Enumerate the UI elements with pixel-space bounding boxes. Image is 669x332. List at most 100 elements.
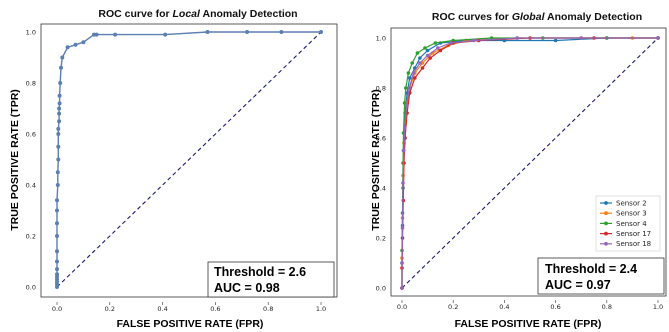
local-x-axis-label: FALSE POSITIVE RATE (FPR) [117, 318, 264, 330]
roc-point [58, 81, 63, 85]
local-chart-title: ROC curve for Local Anomaly Detection [98, 8, 297, 20]
roc-point [279, 30, 284, 34]
roc-point [57, 101, 62, 106]
roc-point [425, 48, 430, 53]
roc-point [415, 51, 420, 55]
roc-point [436, 46, 440, 50]
roc-point [73, 42, 78, 47]
global-series-group [400, 36, 660, 290]
roc-point [94, 32, 99, 37]
local-y-axis-label: TRUE POSITIVE RATE (TPR) [9, 89, 21, 231]
local-roc-panel: ROC curve for Local Anomaly Detection 0.… [9, 8, 338, 330]
roc-point [428, 56, 433, 60]
legend-swatch-marker [604, 221, 608, 226]
legend-swatch-marker [604, 231, 608, 236]
x-tick-label: 0.2 [105, 305, 115, 313]
roc-point [400, 226, 405, 230]
global-legend: Sensor 2 Sensor 3 Sensor 4 Sensor 17 Sensor … [595, 195, 661, 252]
y-tick-label: 1.0 [26, 28, 36, 36]
roc-point [57, 119, 62, 124]
roc-point [57, 93, 62, 98]
roc-point [404, 103, 409, 108]
roc-point [423, 46, 427, 50]
roc-point [413, 76, 417, 80]
global-chart-title: ROC curves for Global Anomaly Detection [432, 11, 642, 23]
x-tick-label: 1.0 [653, 303, 663, 311]
global-ticks: 0.0 0.2 0.4 0.6 0.8 1.0 0.0 0.2 0.4 0.6 0.8 1.0 [376, 34, 664, 311]
legend-label: Sensor 2 [616, 199, 647, 207]
y-tick-label: 0.2 [376, 234, 386, 242]
legend-swatch-marker [604, 211, 608, 216]
roc-point [55, 221, 59, 226]
roc-point [425, 53, 430, 58]
local-ticks: 0.0 0.2 0.4 0.6 0.8 1.0 0.0 0.2 0.4 0.6 0.8 1.0 [26, 28, 327, 313]
roc-point [553, 38, 558, 43]
roc-point [433, 41, 438, 45]
local-series-group [55, 30, 323, 289]
x-tick-label: 0.2 [448, 303, 458, 311]
roc-point [407, 76, 412, 80]
y-tick-label: 1.0 [376, 34, 386, 42]
legend-swatch-marker [604, 241, 608, 246]
roc-point [448, 41, 453, 45]
y-tick-label: 0.0 [26, 283, 36, 291]
roc-point [420, 66, 425, 70]
legend-label: Sensor 18 [616, 240, 651, 248]
global-y-axis-label: TRUE POSITIVE RATE (TPR) [370, 89, 382, 231]
roc-point [55, 170, 60, 175]
roc-point [59, 65, 63, 70]
legend-swatch-marker [604, 201, 608, 205]
roc-point [60, 55, 65, 60]
roc-point [319, 30, 323, 34]
legend-label: Sensor 4 [616, 220, 647, 228]
roc-point [402, 148, 406, 153]
roc-point [407, 86, 412, 90]
roc-point [406, 71, 411, 75]
y-tick-label: 0.6 [376, 134, 386, 142]
y-tick-label: 0.8 [376, 84, 386, 92]
roc-point [451, 38, 456, 43]
roc-point [56, 126, 61, 131]
y-tick-label: 0.6 [26, 130, 36, 138]
roc-point [418, 61, 422, 65]
roc-point [515, 36, 519, 40]
roc-point [418, 56, 422, 60]
roc-point [55, 183, 60, 187]
roc-point [402, 101, 407, 105]
y-tick-label: 0.4 [376, 184, 386, 192]
roc-point [205, 30, 210, 34]
x-tick-label: 0.8 [602, 303, 612, 311]
x-tick-label: 0.6 [210, 305, 220, 313]
y-tick-label: 0.4 [26, 181, 36, 189]
roc-point [400, 261, 404, 265]
legend-label: Sensor 3 [616, 210, 647, 218]
roc-point [471, 38, 476, 43]
roc-point [245, 30, 250, 34]
x-tick-label: 1.0 [316, 305, 326, 313]
x-tick-label: 0.8 [263, 305, 273, 313]
roc-point [55, 267, 59, 272]
x-tick-label: 0.0 [397, 303, 407, 311]
roc-point [56, 157, 61, 162]
global-metrics-box [537, 257, 665, 295]
roc-point [55, 208, 59, 213]
roc-point [400, 286, 404, 290]
roc-point [403, 126, 407, 130]
x-tick-label: 0.4 [499, 303, 509, 311]
roc-point [56, 132, 61, 136]
roc-point [579, 36, 583, 40]
roc-point [56, 144, 61, 149]
roc-point [438, 48, 443, 53]
roc-point [656, 36, 660, 40]
roc-point [57, 106, 62, 111]
roc-point [410, 61, 415, 65]
global-auc-text: AUC = 0.97 [545, 278, 611, 292]
roc-point [55, 272, 59, 277]
roc-point [113, 32, 118, 37]
global-roc-panel: ROC curves for Global Anomaly Detection … [370, 11, 667, 330]
y-tick-label: 0.0 [376, 284, 386, 292]
roc-point [411, 71, 416, 75]
x-tick-label: 0.4 [157, 305, 167, 313]
local-metrics-box [207, 261, 335, 298]
